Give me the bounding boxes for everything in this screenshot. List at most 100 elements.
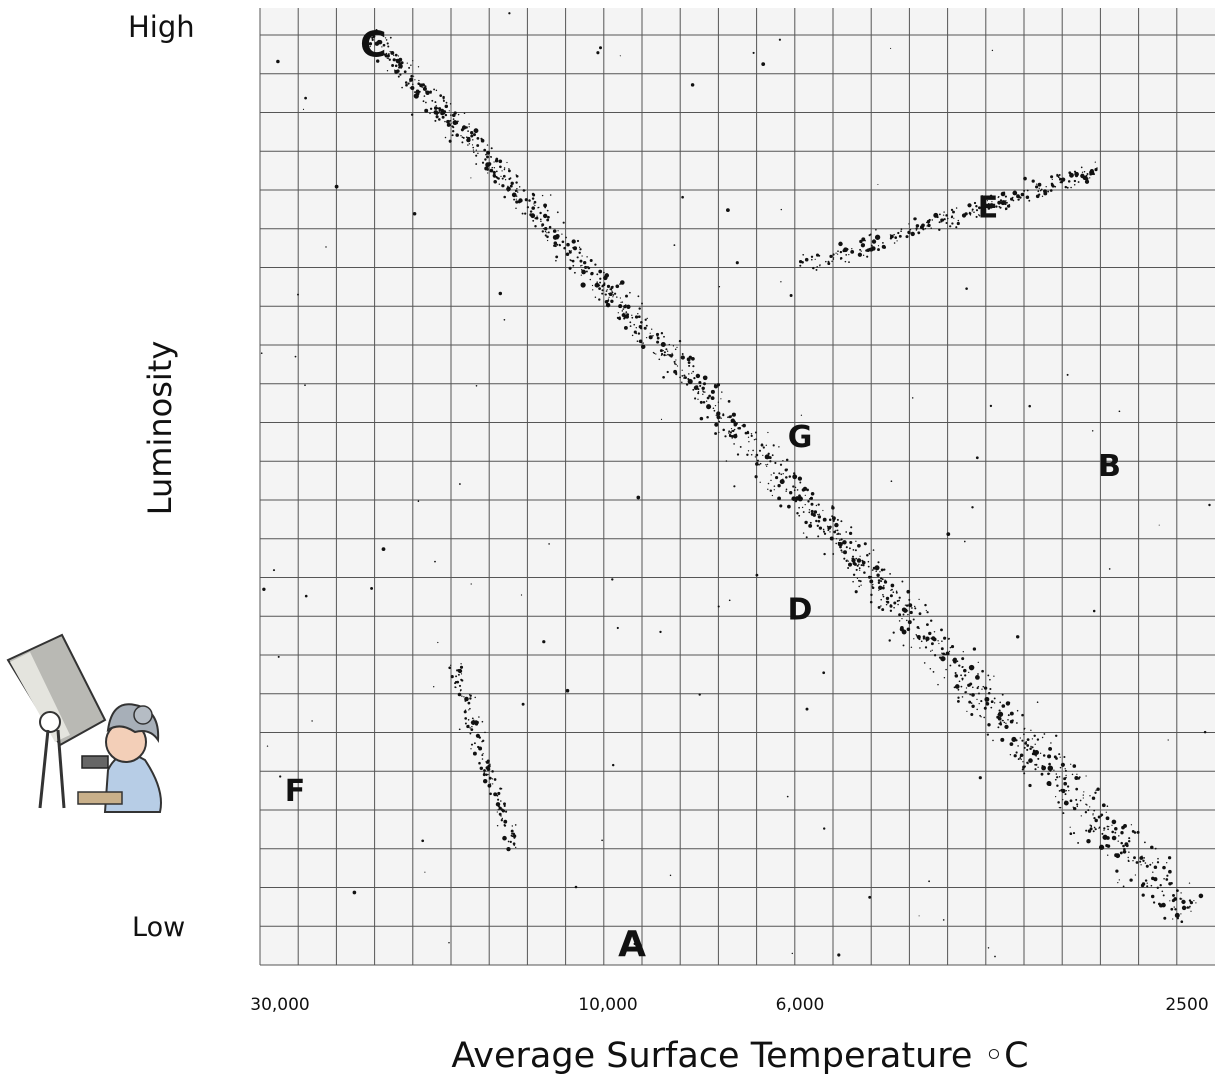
star-point	[945, 668, 947, 671]
star-point	[481, 754, 484, 757]
star-point	[1075, 798, 1078, 801]
star-point	[668, 343, 671, 346]
star-point	[767, 452, 770, 455]
star-point	[810, 255, 814, 258]
star-point	[755, 438, 757, 441]
star-point	[438, 109, 441, 112]
star-point	[447, 124, 449, 126]
star-point	[699, 384, 702, 387]
star-point	[1097, 815, 1101, 819]
star-point	[968, 212, 972, 215]
star-point	[511, 825, 513, 827]
star-point	[1075, 787, 1079, 791]
star-point	[660, 418, 663, 420]
star-point	[834, 522, 839, 528]
star-point	[714, 384, 717, 387]
star-point	[804, 257, 809, 262]
star-point	[277, 655, 280, 658]
star-point	[473, 742, 476, 745]
star-point	[983, 686, 988, 690]
star-point	[1055, 773, 1058, 775]
star-point	[512, 832, 516, 836]
star-point	[1176, 889, 1179, 892]
star-point	[961, 666, 964, 669]
star-point	[1163, 916, 1167, 920]
star-point	[1023, 733, 1025, 736]
star-point	[730, 428, 733, 430]
star-point	[463, 696, 465, 698]
star-point	[697, 390, 700, 393]
star-point	[755, 453, 759, 457]
star-point	[736, 453, 740, 456]
star-point	[467, 701, 471, 705]
star-point	[993, 702, 996, 704]
star-point	[1026, 744, 1030, 747]
star-point	[1092, 830, 1095, 833]
star-point	[621, 301, 624, 303]
star-point	[1123, 847, 1126, 851]
star-point	[732, 429, 735, 433]
star-point	[276, 59, 280, 64]
star-point	[528, 199, 531, 202]
star-point	[843, 557, 846, 560]
star-point	[442, 95, 445, 99]
star-point	[999, 206, 1002, 209]
star-point	[859, 555, 861, 557]
star-point	[521, 212, 524, 215]
star-point	[552, 229, 557, 233]
star-point	[603, 271, 605, 274]
star-point	[747, 450, 750, 452]
star-point	[1054, 778, 1057, 781]
star-point	[506, 846, 511, 852]
star-point	[1047, 190, 1050, 193]
star-point	[1009, 719, 1014, 724]
star-point	[1085, 829, 1088, 832]
star-point	[429, 90, 432, 94]
star-point	[537, 207, 539, 209]
star-point	[987, 947, 990, 949]
star-point	[1203, 730, 1207, 734]
star-point	[506, 161, 508, 164]
star-point	[919, 647, 921, 649]
star-point	[965, 691, 968, 693]
star-point	[1134, 874, 1137, 876]
star-point	[663, 335, 665, 338]
star-point	[868, 895, 872, 899]
star-point	[472, 146, 475, 149]
star-point	[394, 53, 398, 57]
star-point	[786, 795, 789, 798]
star-point	[1016, 194, 1020, 199]
star-point	[486, 767, 491, 771]
star-point	[385, 39, 388, 41]
star-point	[766, 463, 769, 466]
star-point	[802, 511, 805, 513]
star-point	[971, 210, 973, 212]
star-point	[526, 206, 530, 209]
star-point	[594, 263, 597, 266]
star-point	[386, 42, 389, 45]
star-point	[410, 64, 412, 67]
star-point	[793, 472, 796, 475]
star-point	[1004, 207, 1008, 210]
star-point	[515, 198, 517, 200]
star-point	[1046, 781, 1052, 786]
star-point	[1063, 782, 1065, 784]
star-point	[823, 552, 826, 556]
star-point	[1094, 168, 1098, 172]
star-point	[886, 600, 890, 604]
star-point	[759, 481, 761, 483]
star-point	[676, 346, 678, 349]
star-point	[1186, 906, 1190, 909]
star-point	[731, 437, 733, 439]
star-point	[958, 680, 961, 683]
star-point	[880, 605, 882, 607]
star-point	[460, 673, 463, 675]
star-point	[943, 211, 945, 213]
star-point	[410, 113, 414, 116]
star-point	[1150, 845, 1154, 850]
star-point	[1069, 826, 1071, 828]
star-point	[453, 111, 457, 115]
star-point	[989, 687, 992, 691]
star-point	[1031, 746, 1034, 749]
star-point	[822, 530, 826, 533]
